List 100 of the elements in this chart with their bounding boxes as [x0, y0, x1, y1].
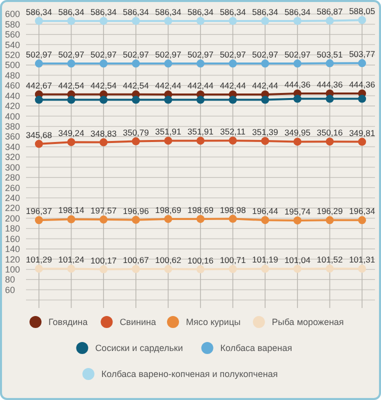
point: [164, 136, 172, 145]
y-tick-label: 460: [5, 80, 20, 91]
legend-label: Сосиски и сардельки: [95, 343, 183, 354]
data-label: 100,67: [122, 255, 150, 266]
data-label: 586,34: [155, 6, 182, 17]
point: [100, 216, 108, 224]
data-label: 349,24: [58, 128, 85, 138]
point: [100, 16, 108, 25]
point: [67, 96, 76, 104]
point: [358, 216, 366, 224]
data-label: 100,62: [155, 255, 182, 266]
y-tick-label: 120: [5, 254, 20, 264]
data-label: 586,34: [252, 6, 278, 17]
data-label: 198,98: [220, 204, 246, 215]
point: [293, 16, 302, 25]
data-label: 350,16: [316, 128, 344, 138]
data-label: 502,97: [122, 50, 150, 60]
point: [67, 16, 76, 25]
point: [164, 265, 172, 274]
y-tick-label: 260: [5, 182, 20, 193]
y-tick-label: 380: [5, 122, 20, 132]
data-label: 351,91: [188, 126, 214, 137]
data-label: 101,24: [58, 254, 85, 265]
legend-label: Свинина: [120, 317, 156, 328]
point: [196, 60, 204, 68]
data-label: 195,74: [284, 206, 311, 216]
point: [261, 216, 270, 224]
data-label: 444,36: [349, 79, 376, 90]
legend-label: Колбаса вареная: [220, 343, 292, 354]
y-tick-label: 600: [5, 9, 20, 20]
data-label: 101,52: [316, 254, 344, 265]
point: [293, 264, 302, 273]
data-label: 586,87: [316, 6, 344, 17]
data-label: 196,29: [316, 206, 344, 216]
y-tick-label: 420: [5, 101, 20, 112]
data-label: 442,44: [220, 80, 246, 90]
data-label: 586,34: [26, 6, 52, 17]
data-label: 442,44: [252, 80, 278, 90]
point: [326, 216, 334, 224]
y-tick-label: 400: [5, 111, 20, 122]
y-tick-label: 480: [5, 70, 20, 80]
point: [164, 16, 172, 25]
data-label: 198,69: [155, 204, 182, 215]
legend-label: Колбаса варено-копченая и полукопченая: [101, 369, 278, 380]
point: [34, 96, 43, 104]
data-label: 351,39: [252, 126, 278, 137]
data-label: 502,97: [90, 50, 117, 60]
point: [228, 60, 237, 68]
point: [261, 96, 270, 104]
data-label: 442,54: [90, 80, 117, 90]
data-label: 100,71: [220, 254, 246, 265]
point: [228, 264, 237, 273]
point: [100, 138, 108, 146]
data-label: 502,97: [188, 50, 214, 60]
data-label: 503,51: [316, 49, 344, 60]
data-label: 442,44: [188, 80, 214, 90]
point: [164, 214, 172, 223]
y-tick-label: 60: [5, 284, 16, 295]
y-tick-label: 340: [5, 142, 20, 152]
point: [293, 94, 302, 103]
point: [261, 16, 270, 25]
y-tick-label: 240: [5, 193, 20, 204]
point: [132, 16, 140, 25]
point: [196, 96, 204, 104]
data-label: 586,34: [58, 6, 85, 17]
data-label: 503,77: [349, 49, 376, 60]
y-tick-label: 280: [5, 172, 20, 183]
data-label: 101,04: [284, 254, 311, 265]
data-label: 100,17: [90, 255, 117, 266]
point: [358, 94, 366, 103]
data-label: 100,16: [188, 255, 214, 266]
y-tick-label: 540: [5, 40, 20, 50]
point: [34, 216, 43, 224]
data-label: 352,11: [220, 126, 246, 137]
data-label: 444,36: [284, 79, 311, 90]
point: [326, 59, 334, 68]
point: [100, 96, 108, 104]
data-label: 502,97: [58, 50, 85, 60]
y-tick-label: 80: [5, 274, 16, 285]
y-tick-label: 440: [5, 90, 20, 101]
point: [132, 60, 140, 68]
y-tick-label: 100: [5, 264, 20, 275]
point: [196, 214, 204, 223]
data-label: 101,31: [349, 254, 376, 265]
point: [196, 265, 204, 274]
point: [358, 264, 366, 273]
data-label: 502,97: [252, 50, 278, 60]
point: [132, 96, 140, 104]
point: [358, 16, 366, 24]
point: [34, 140, 43, 148]
data-label: 101,19: [252, 254, 278, 265]
data-label: 588,05: [349, 6, 376, 16]
legend-label: Говядина: [48, 317, 88, 328]
point: [326, 138, 334, 146]
data-label: 442,54: [122, 80, 150, 90]
point: [261, 136, 270, 145]
point: [132, 137, 140, 146]
data-label: 586,34: [122, 6, 150, 17]
y-tick-label: 580: [5, 19, 20, 30]
point: [228, 214, 237, 223]
